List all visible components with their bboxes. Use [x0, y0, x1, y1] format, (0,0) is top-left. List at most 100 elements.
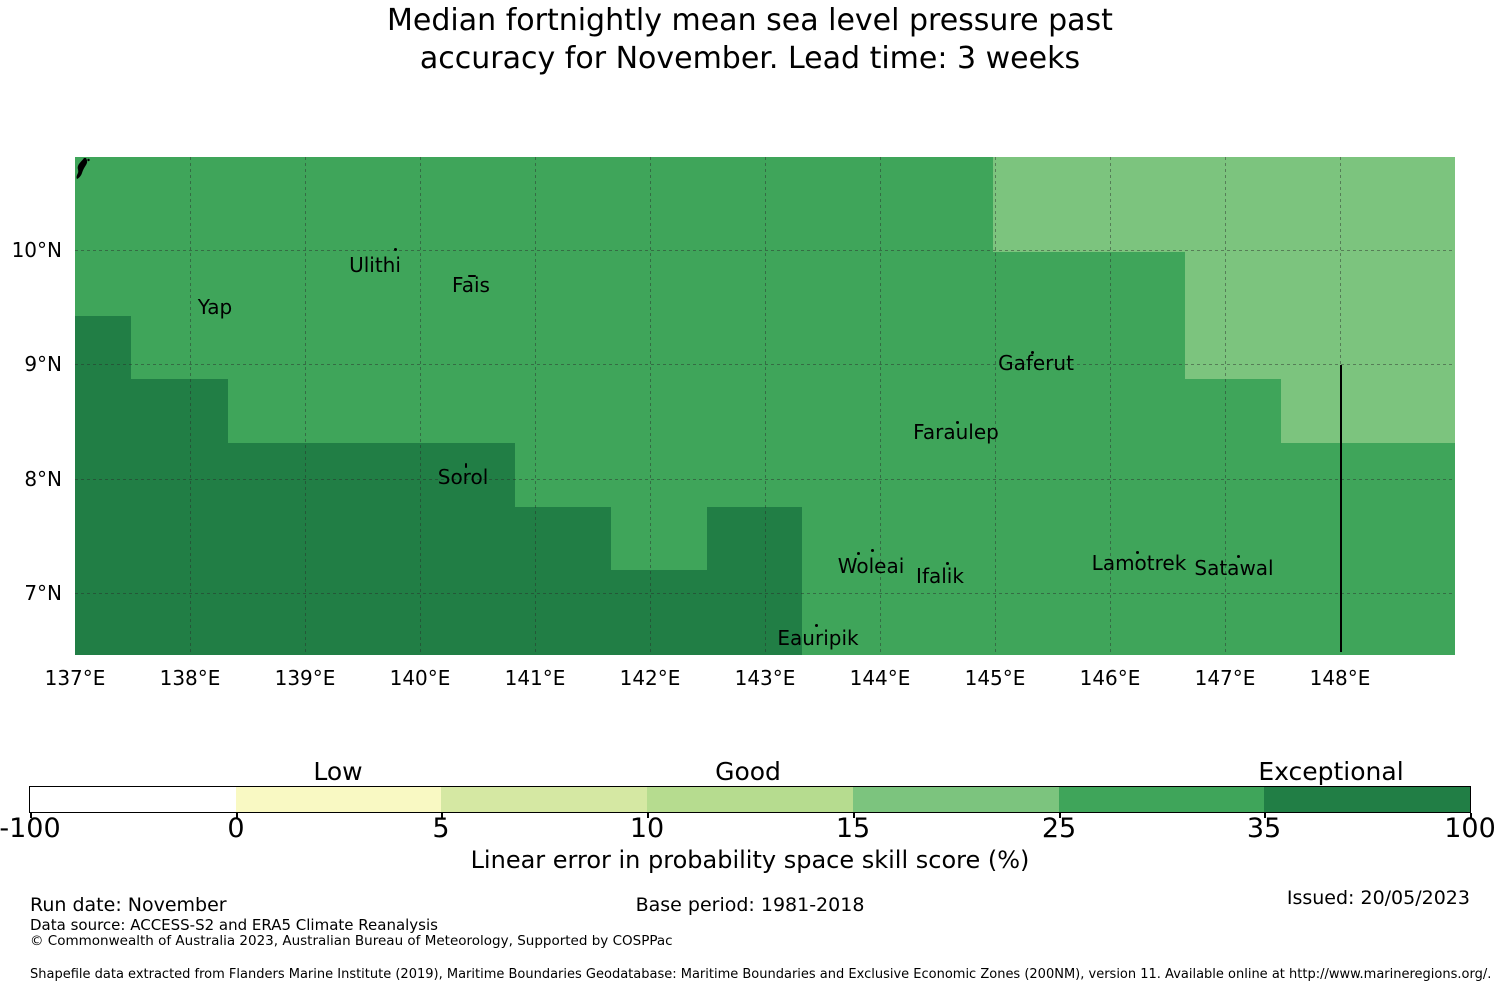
colorbar-tick-mark [1264, 813, 1266, 818]
base-period-text: Base period: 1981-2018 [635, 894, 865, 916]
colorbar-segment [30, 787, 236, 812]
colorbar-tick-mark [647, 813, 649, 818]
gridline-horizontal [75, 479, 1455, 480]
x-tick-label: 147°E [1194, 666, 1256, 690]
skill-region-35-100 [707, 507, 802, 655]
island-label: Lamotrek [1091, 551, 1187, 575]
colorbar-tick-mark [441, 813, 443, 818]
colorbar-tick-mark [1470, 813, 1472, 818]
island-marker-dot [946, 562, 949, 565]
colorbar-segment [1058, 787, 1265, 812]
island-marker-dot [1237, 555, 1240, 558]
colorbar-tick-label: 100 [1444, 813, 1496, 844]
colorbar-segment [852, 787, 1059, 812]
eez-boundary-line [1340, 365, 1342, 652]
skill-region-35-100 [515, 507, 611, 655]
colorbar-segment [441, 787, 648, 812]
colorbar-tick-label: 10 [629, 813, 665, 844]
x-tick-label: 144°E [849, 666, 911, 690]
colorbar-tick-mark [853, 813, 855, 818]
skill-region-35-100 [131, 379, 228, 655]
skill-region-35-100 [611, 570, 707, 655]
colorbar-tick-label: 25 [1041, 813, 1077, 844]
gridline-vertical [420, 157, 421, 655]
colorbar-tick-mark [30, 813, 32, 818]
gridline-vertical [995, 157, 996, 655]
island-marker-dot [857, 552, 860, 555]
gridline-horizontal [75, 593, 1455, 594]
x-tick-label: 142°E [619, 666, 681, 690]
copyright-text: © Commonwealth of Australia 2023, Austra… [30, 933, 673, 949]
x-tick-label: 143°E [734, 666, 796, 690]
x-tick-label: 141°E [504, 666, 566, 690]
island-label: Faraulep [913, 420, 999, 444]
x-tick-label: 146°E [1079, 666, 1141, 690]
colorbar-tick-label: 35 [1246, 813, 1282, 844]
colorbar-category-low: Low [313, 757, 363, 786]
x-tick-label: 138°E [159, 666, 221, 690]
island-marker-dot [468, 275, 476, 277]
island-label: Gaferut [998, 351, 1074, 375]
colorbar-category-exceptional: Exceptional [1258, 757, 1404, 786]
island-marker-dot [871, 549, 874, 552]
map-plot: Yap Ulithi Fais Gaferut Faraulep Sorol Woleai I… [75, 157, 1455, 655]
y-tick-label: 10°N [11, 238, 62, 262]
colorbar-axis-label: Linear error in probability space skill … [470, 846, 1030, 874]
gridline-vertical [880, 157, 881, 655]
y-tick-label: 7°N [24, 581, 62, 605]
colorbar-tick-label: 15 [835, 813, 871, 844]
skill-region-15-25 [1185, 252, 1455, 379]
colorbar-tick-mark [236, 813, 238, 818]
colorbar-segment [1264, 787, 1471, 812]
gridline-horizontal [75, 364, 1455, 365]
island-label: Eauripik [777, 626, 859, 650]
skill-region-15-25 [993, 157, 1455, 252]
colorbar-border [29, 786, 1471, 813]
chart-title-line2: accuracy for November. Lead time: 3 week… [419, 41, 1081, 76]
x-tick-label: 145°E [964, 666, 1026, 690]
island-label: Fais [452, 273, 490, 297]
island-label: Satawal [1194, 556, 1274, 580]
colorbar-tick-mark [1059, 813, 1061, 818]
data-source-text: Data source: ACCESS-S2 and ERA5 Climate … [30, 916, 438, 934]
colorbar-segment [647, 787, 853, 812]
skill-region-35-100 [75, 316, 131, 655]
shapefile-attribution-text: Shapefile data extracted from Flanders M… [30, 967, 1492, 982]
x-tick-label: 140°E [389, 666, 451, 690]
colorbar-segment [235, 787, 442, 812]
island-marker-dot [1136, 551, 1139, 554]
gridline-vertical [1110, 157, 1111, 655]
island-label: Yap [197, 295, 233, 319]
colorbar-tick-label: 0 [227, 813, 245, 844]
y-tick-label: 8°N [24, 467, 62, 491]
skill-region-35-100 [228, 443, 515, 655]
gridline-horizontal [75, 250, 1455, 251]
island-marker-dot [465, 463, 467, 468]
chart-title-line1: Median fortnightly mean sea level pressu… [387, 3, 1113, 38]
issued-date-text: Issued: 20/05/2023 [1286, 887, 1470, 909]
gridline-vertical [305, 157, 306, 655]
yap-island-shape-icon [75, 157, 91, 181]
colorbar-category-good: Good [715, 757, 781, 786]
gridline-vertical [765, 157, 766, 655]
island-marker-dot [956, 421, 959, 424]
gridline-vertical [1225, 157, 1226, 655]
colorbar-tick-label: -100 [0, 813, 61, 844]
colorbar-tick-label: 5 [432, 813, 450, 844]
x-tick-label: 148°E [1309, 666, 1371, 690]
island-label: Ifalik [916, 564, 964, 588]
gridline-vertical [650, 157, 651, 655]
y-tick-label: 9°N [24, 352, 62, 376]
island-marker-dot [1031, 351, 1034, 354]
skill-region-15-25 [1281, 379, 1455, 443]
chart-title: Median fortnightly mean sea level pressu… [0, 2, 1500, 78]
colorbar [30, 787, 1471, 812]
island-label: Ulithi [349, 253, 401, 277]
run-date-text: Run date: November [30, 894, 227, 916]
gridline-vertical [535, 157, 536, 655]
island-marker-dot [815, 624, 818, 627]
island-marker-dot [394, 248, 397, 251]
x-tick-label: 139°E [274, 666, 336, 690]
gridline-vertical [190, 157, 191, 655]
